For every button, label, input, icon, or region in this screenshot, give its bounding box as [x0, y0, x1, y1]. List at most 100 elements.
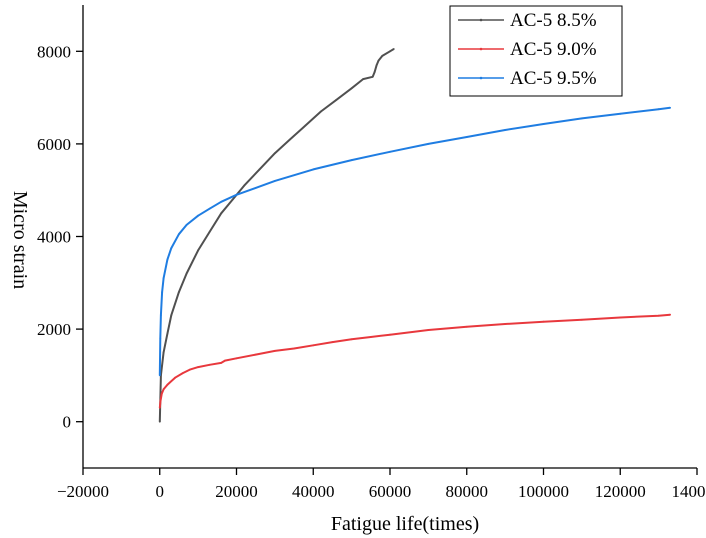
data-point — [619, 316, 622, 319]
data-point — [669, 106, 671, 109]
legend-box — [449, 5, 623, 97]
data-point — [350, 338, 353, 341]
data-point — [377, 59, 380, 62]
data-point — [657, 314, 660, 317]
data-point — [389, 333, 391, 336]
data-point — [504, 129, 506, 131]
data-point — [274, 180, 276, 182]
legend-label: AC-5 8.5% — [510, 10, 597, 31]
data-point — [258, 168, 261, 171]
data-point — [161, 291, 164, 293]
data-point — [220, 200, 223, 203]
data-point — [392, 48, 395, 50]
data-point — [208, 231, 211, 233]
data-point — [312, 168, 315, 171]
data-point — [381, 55, 384, 57]
legend-marker — [479, 76, 483, 80]
data-point — [657, 108, 660, 111]
data-point — [581, 318, 583, 321]
y-tick-label: 4000 — [37, 228, 71, 247]
x-tick-label: 120000 — [595, 482, 646, 501]
data-point — [170, 314, 173, 317]
data-point — [208, 363, 211, 366]
data-point — [312, 344, 315, 347]
data-point — [619, 112, 622, 115]
data-point — [181, 372, 184, 374]
data-point — [178, 233, 180, 236]
x-axis-ticks: −20000 0 20000 40000 60000 80000 100000 120000 1… — [57, 468, 706, 501]
data-point — [669, 313, 671, 316]
data-point — [178, 291, 180, 293]
x-tick-label: 0 — [156, 482, 165, 501]
data-point — [254, 187, 257, 189]
data-point — [293, 347, 295, 350]
series-layer — [158, 48, 671, 423]
x-tick-label: 40000 — [292, 482, 335, 501]
y-tick-label: 8000 — [37, 42, 71, 61]
data-point — [224, 359, 226, 362]
data-point — [189, 368, 192, 371]
y-tick-label: 2000 — [37, 320, 71, 339]
data-point — [160, 314, 162, 317]
data-point — [235, 193, 238, 196]
x-tick-label: 60000 — [369, 482, 412, 501]
x-tick-label: −20000 — [57, 482, 109, 501]
data-point — [542, 123, 545, 125]
data-point — [542, 320, 545, 323]
data-point — [254, 353, 257, 356]
data-point — [581, 117, 583, 120]
data-point — [274, 350, 276, 352]
data-point — [160, 393, 163, 395]
data-point — [243, 184, 246, 187]
y-tick-label: 6000 — [37, 135, 71, 154]
data-point — [350, 159, 353, 162]
data-point — [166, 258, 169, 261]
data-point — [208, 207, 211, 210]
legend-label: AC-5 9.0% — [510, 39, 597, 60]
data-point — [235, 357, 238, 360]
data-point — [371, 75, 374, 78]
data-point — [389, 50, 391, 53]
data-point — [166, 383, 169, 386]
data-point — [170, 247, 173, 250]
data-point — [162, 277, 165, 280]
series-line-2 — [158, 313, 671, 408]
data-point — [158, 420, 161, 423]
legend-marker — [479, 47, 483, 51]
data-point — [185, 224, 188, 226]
data-point — [220, 362, 223, 364]
x-tick-label: 20000 — [215, 482, 258, 501]
data-point — [389, 150, 391, 153]
data-point — [373, 71, 376, 73]
data-point — [320, 110, 322, 113]
data-point — [158, 406, 161, 409]
data-point — [465, 325, 468, 328]
x-tick-label: 80000 — [446, 482, 489, 501]
data-point — [159, 337, 162, 340]
series-line-1 — [158, 48, 395, 422]
data-point — [375, 64, 378, 67]
y-axis-title: Micro strain — [9, 191, 31, 289]
x-axis-title: Fatigue life(times) — [331, 513, 479, 535]
x-tick-label: 140000 — [672, 482, 706, 501]
legend-items: AC-5 8.5% AC-5 9.0% AC-5 9.5% — [458, 10, 597, 89]
y-axis-ticks: 0 2000 4000 6000 8000 — [37, 42, 83, 432]
data-point — [350, 87, 353, 90]
data-point — [465, 136, 468, 138]
legend-marker — [479, 18, 483, 22]
data-point — [427, 143, 430, 145]
data-point — [220, 212, 223, 215]
y-tick-label: 0 — [63, 413, 72, 432]
data-point — [362, 78, 364, 80]
data-point — [274, 152, 276, 155]
data-point — [185, 272, 188, 275]
data-point — [162, 388, 165, 391]
x-tick-label: 100000 — [518, 482, 569, 501]
data-point — [231, 198, 234, 201]
data-point — [174, 376, 177, 379]
data-point — [197, 249, 200, 252]
data-point — [335, 99, 338, 101]
data-point — [331, 341, 334, 343]
data-point — [197, 366, 200, 368]
